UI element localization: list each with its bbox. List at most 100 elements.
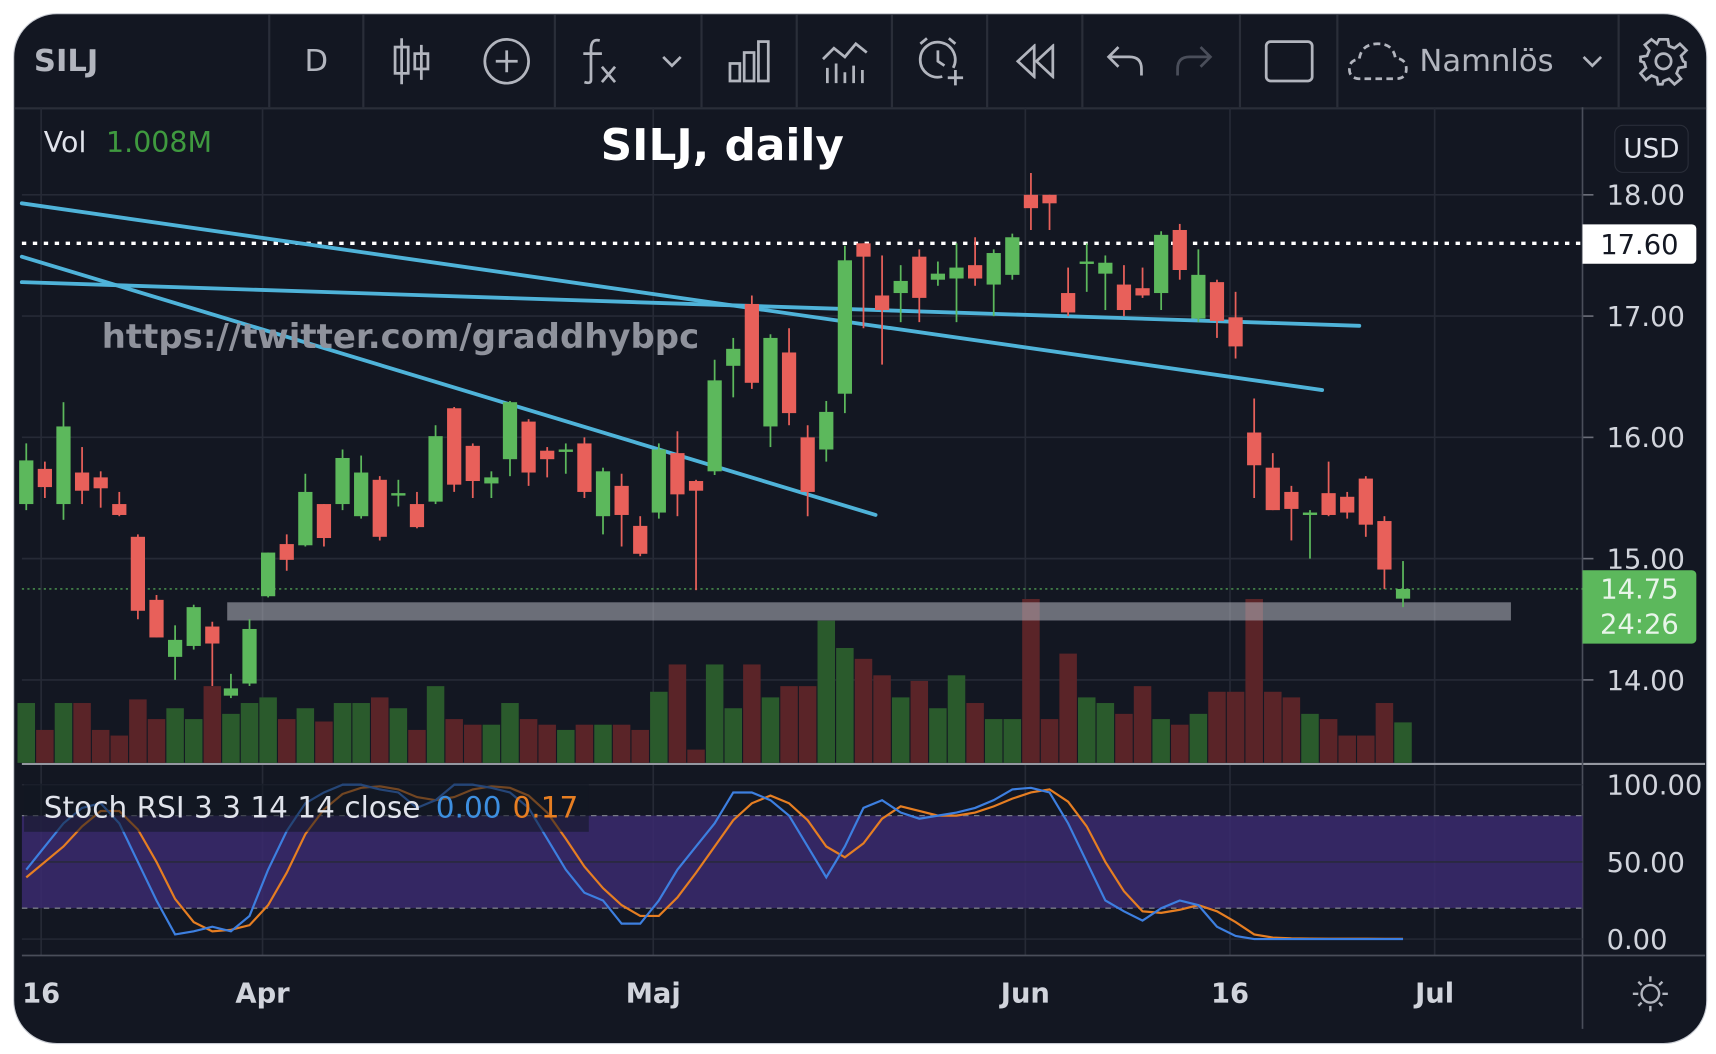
volume-bar <box>166 708 184 763</box>
candle-body <box>744 303 759 383</box>
currency-button[interactable]: USD <box>1614 124 1689 173</box>
indicators-dropdown-button[interactable] <box>644 14 701 107</box>
layout-save-button[interactable]: Namnlös <box>1347 14 1610 107</box>
candle-body <box>465 445 480 482</box>
volume-bar <box>780 686 798 763</box>
volume-bar <box>445 719 463 763</box>
volume-bar <box>1357 735 1375 763</box>
volume-bar <box>947 675 966 763</box>
volume-bar <box>482 724 501 763</box>
chart-title: SILJ, daily <box>600 120 844 171</box>
volume-bar <box>296 708 315 763</box>
candle-body <box>540 450 555 460</box>
watermark-url: https://twitter.com/graddhybpc <box>101 317 700 357</box>
compare-button[interactable] <box>459 14 555 107</box>
candle-body <box>893 280 908 294</box>
undo-button[interactable] <box>1092 14 1158 107</box>
cloud-save-icon <box>1348 41 1408 80</box>
candle-body <box>93 477 108 489</box>
candle-body <box>186 607 201 646</box>
volume-bar <box>259 697 277 763</box>
candle-body <box>74 472 90 491</box>
candle-body <box>130 536 146 611</box>
chart-type-button[interactable] <box>364 14 458 107</box>
alert-button[interactable] <box>893 14 987 107</box>
support-zone <box>227 602 1511 621</box>
templates-button[interactable] <box>798 14 892 107</box>
candle-body <box>1116 284 1132 311</box>
candle-body <box>558 449 573 452</box>
stoch-label: Stoch RSI 3 3 14 14 close <box>43 790 421 825</box>
volume-bar <box>73 703 91 763</box>
candle-body <box>949 267 964 279</box>
volume-bar <box>17 703 36 763</box>
volume-bar <box>1394 722 1412 763</box>
candle-body <box>1228 317 1243 347</box>
volume-bar <box>352 703 370 763</box>
add-compare-icon <box>483 37 530 85</box>
redo-button[interactable] <box>1161 14 1227 107</box>
settings-gear-icon <box>1638 37 1688 86</box>
volume-bar <box>54 703 73 763</box>
alert-clock-icon <box>918 36 964 85</box>
volume-bar <box>1338 735 1356 763</box>
financials-button[interactable] <box>703 14 797 107</box>
fullscreen-square-icon <box>1264 39 1314 82</box>
candle-body <box>149 599 164 638</box>
indicators-button[interactable] <box>556 14 644 107</box>
interval-label: D <box>304 42 329 79</box>
interval-button[interactable]: D <box>270 14 362 107</box>
candle-body <box>967 265 983 279</box>
candle-body <box>1247 432 1262 466</box>
volume-label: Vol <box>43 126 87 160</box>
toolbar-divider <box>362 14 365 108</box>
settings-button[interactable] <box>1620 14 1706 107</box>
volume-bar <box>873 675 891 763</box>
candle-body <box>1042 194 1057 204</box>
volume-bar <box>36 729 54 763</box>
fullscreen-button[interactable] <box>1241 14 1337 107</box>
stoch-legend: Stoch RSI 3 3 14 14 close 0.00 0.17 <box>24 783 590 832</box>
replay-rewind-icon <box>1015 43 1055 79</box>
toolbar-divider <box>795 14 798 108</box>
toolbar-divider <box>1336 14 1339 108</box>
volume-bar <box>1133 686 1152 763</box>
candle-body <box>19 460 34 505</box>
indicators-fx-icon <box>583 38 617 84</box>
candle-body <box>1098 262 1113 274</box>
volume-bar <box>1096 703 1115 763</box>
candle-body <box>633 525 648 554</box>
volume-bar <box>817 620 836 763</box>
symbol-search-button[interactable]: SILJ <box>34 14 253 107</box>
candle-body <box>707 380 722 472</box>
candle-body <box>1209 282 1225 321</box>
candle-body <box>819 411 834 450</box>
templates-icon <box>822 41 868 83</box>
candle-body <box>1284 491 1299 509</box>
candle-body <box>1172 229 1187 271</box>
candle-body <box>1340 496 1355 513</box>
volume-bar <box>1301 713 1319 763</box>
volume-bar <box>1208 691 1226 763</box>
volume-bar <box>1077 697 1096 763</box>
axis-settings-button[interactable] <box>1631 974 1670 1013</box>
redo-icon <box>1176 45 1213 75</box>
candle-body <box>595 471 611 517</box>
volume-bar <box>147 719 166 763</box>
candle-body <box>1321 493 1336 515</box>
candle-body <box>279 544 294 560</box>
price-tick-label: 18.00 <box>1607 181 1685 212</box>
volume-value: 1.008M <box>106 126 213 160</box>
layout-dropdown-button[interactable] <box>1568 14 1616 107</box>
replay-button[interactable] <box>988 14 1082 107</box>
candle-body <box>930 273 946 280</box>
volume-bar <box>1319 719 1338 763</box>
candle-body <box>1079 261 1094 264</box>
volume-bar <box>426 686 445 763</box>
candle-body <box>354 472 369 517</box>
candle-body <box>781 352 797 414</box>
price-tick-label: 17.00 <box>1607 302 1685 333</box>
volume-bar <box>984 719 1003 763</box>
stoch-k-value: 0.00 <box>435 790 502 825</box>
